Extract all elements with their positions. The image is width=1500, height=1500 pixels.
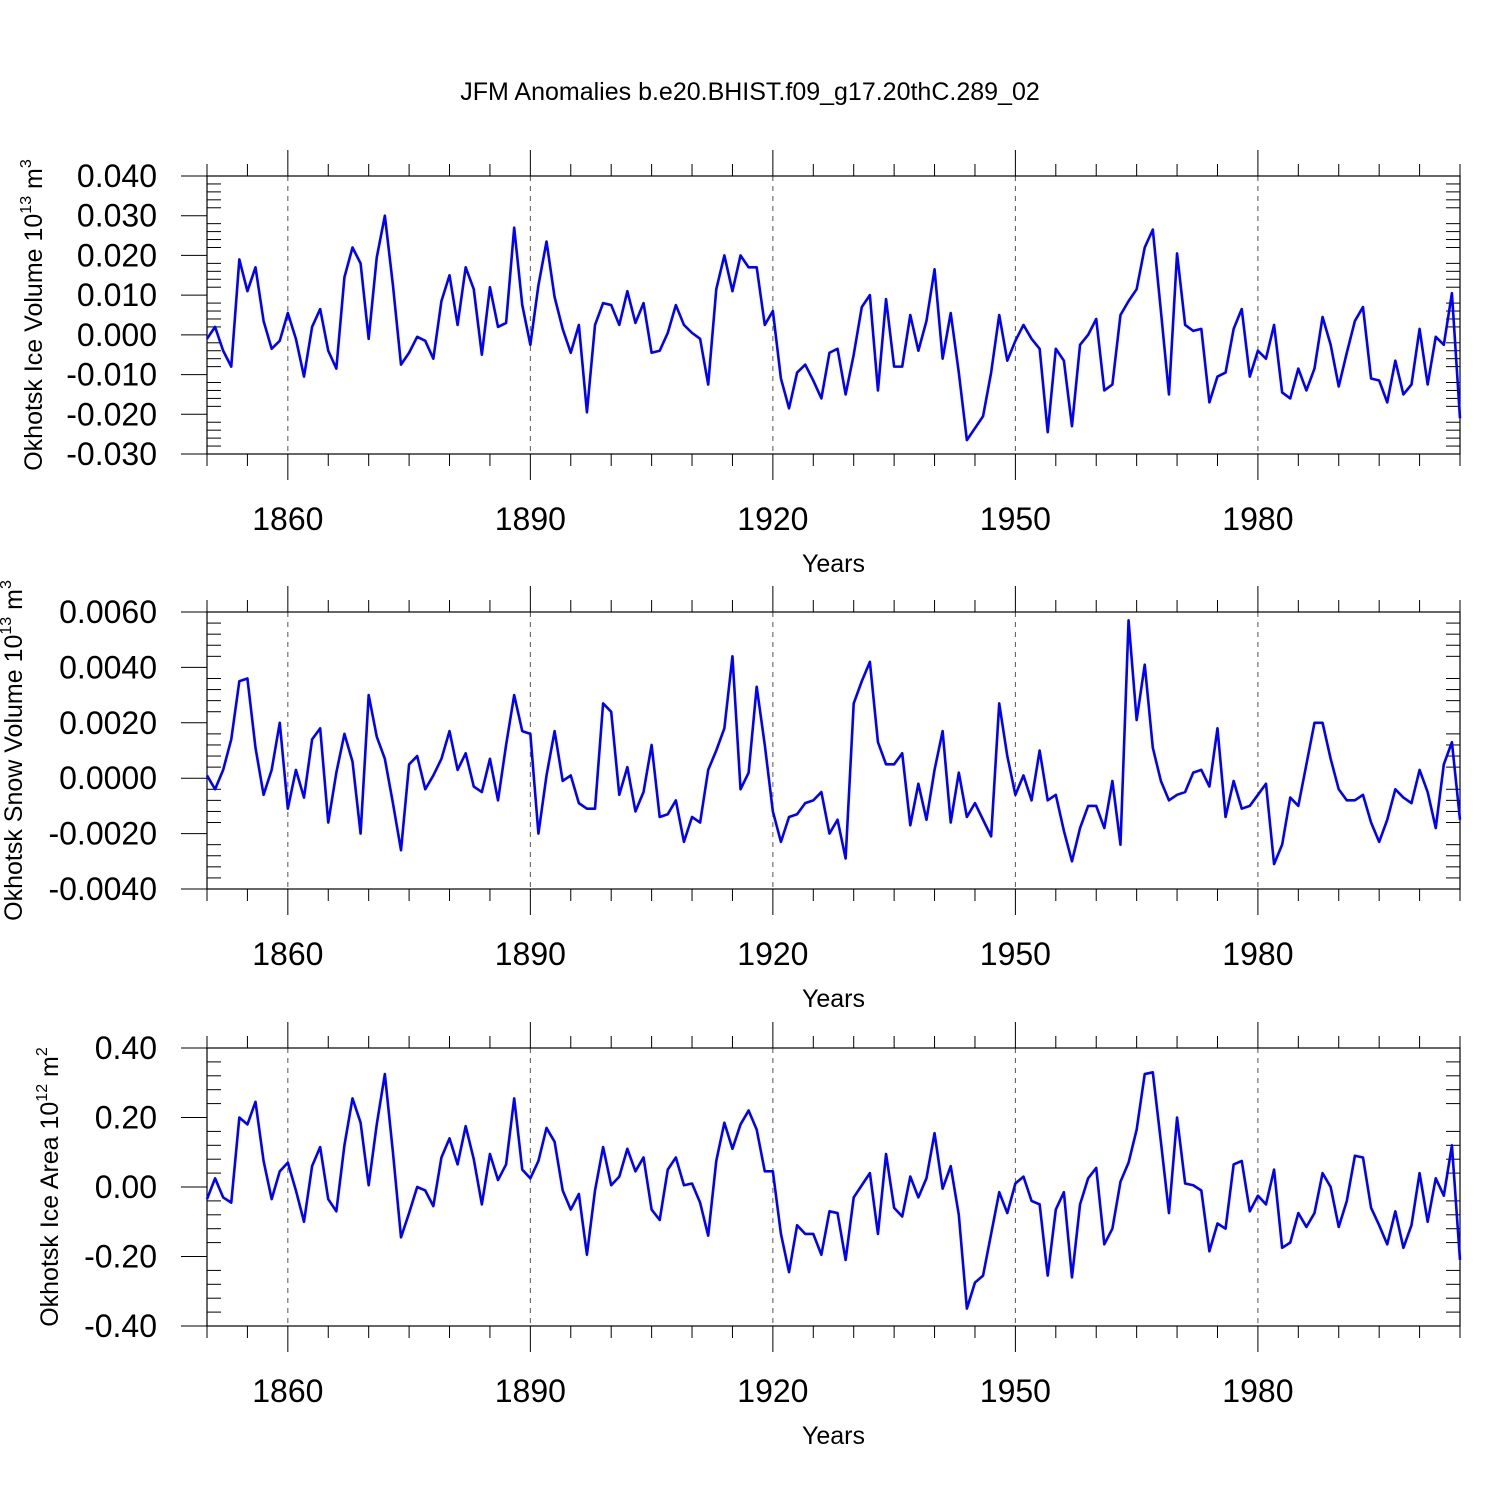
y-tick-label: 0.010: [77, 277, 157, 313]
y-tick-label: 0.020: [77, 237, 157, 273]
y-axis-title-unit: m: [20, 168, 48, 196]
y-axis-title-main: Okhotsk Snow Volume 10: [0, 635, 28, 921]
x-tick-label: 1950: [980, 936, 1051, 972]
x-tick-label: 1920: [737, 936, 808, 972]
x-tick-label: 1980: [1222, 936, 1293, 972]
y-tick-label: -0.010: [66, 357, 157, 393]
x-tick-label: 1890: [495, 1373, 566, 1409]
y-axis-title-unit-exponent: 3: [0, 580, 15, 589]
x-tick-label: 1890: [495, 501, 566, 537]
y-axis-title-unit: m: [36, 1056, 64, 1084]
panel-ice-area: 1860 1890 1920 1950 1980 Years -0.40 -0.20 0.00 0…: [34, 1022, 1462, 1450]
y-tick-label: 0.0060: [59, 594, 157, 630]
y-axis-title-unit-exponent: 3: [18, 159, 35, 168]
y-axis-title-unit-exponent: 2: [34, 1047, 51, 1056]
y-axis-title: Okhotsk Snow Volume 1013 m3: [0, 580, 28, 921]
y-axis-title-unit: m: [0, 589, 28, 617]
y-tick-label: -0.40: [84, 1308, 157, 1344]
x-tick-label: 1980: [1222, 1373, 1293, 1409]
x-tick-label: 1920: [737, 501, 808, 537]
y-tick-label: 0.20: [95, 1100, 157, 1136]
plot-frame: [206, 611, 1461, 890]
series-line-ice-volume: [205, 214, 1462, 442]
plot-frame: [206, 175, 1461, 455]
y-axis-title-exponent: 13: [18, 196, 35, 214]
y-tick-label: 0.00: [95, 1169, 157, 1205]
x-tick-label: 1950: [980, 1373, 1051, 1409]
y-tick-label: -0.0040: [48, 871, 157, 907]
y-tick-label: -0.030: [66, 436, 157, 472]
panel-snow-volume: 1860 1890 1920 1950 1980 Years -0.0040 -0.0020 0…: [0, 580, 1462, 1013]
y-tick-label: 0.0020: [59, 705, 157, 741]
figure-title: JFM Anomalies b.e20.BHIST.f09_g17.20thC.…: [460, 78, 1040, 106]
x-tick-label: 1920: [737, 1373, 808, 1409]
y-tick-label: 0.030: [77, 198, 157, 234]
panel-ice-volume: 1860 1890 1920 1950 1980 Years -0.030 -0.020-0.…: [18, 150, 1462, 578]
x-tick-label: 1950: [980, 501, 1051, 537]
y-tick-label: 0.40: [95, 1030, 157, 1066]
y-tick-label: 0.0000: [59, 760, 157, 796]
y-axis-title-exponent: 12: [34, 1084, 51, 1102]
panels: 1860 1890 1920 1950 1980Years-0.030-0.020-0.…: [0, 150, 1462, 1450]
x-tick-label: 1980: [1222, 501, 1293, 537]
y-axis-title-main: Okhotsk Ice Volume 10: [20, 214, 48, 471]
series-line-ice-area: [205, 1071, 1462, 1310]
y-axis-title-main: Okhotsk Ice Area 10: [36, 1102, 64, 1327]
y-axis-title: Okhotsk Ice Area 1012 m2: [34, 1047, 64, 1327]
y-tick-label: -0.020: [66, 396, 157, 432]
x-tick-label: 1860: [252, 501, 323, 537]
x-axis-title: Years: [802, 1422, 865, 1450]
y-tick-label: 0.040: [77, 158, 157, 194]
x-tick-label: 1860: [252, 1373, 323, 1409]
x-axis-title: Years: [802, 985, 865, 1013]
x-tick-label: 1890: [495, 936, 566, 972]
y-axis-title: Okhotsk Ice Volume 1013 m3: [18, 159, 48, 471]
y-axis-title-exponent: 13: [0, 617, 15, 635]
x-tick-label: 1860: [252, 936, 323, 972]
series-line-snow-volume: [205, 619, 1462, 866]
x-axis-title: Years: [802, 550, 865, 578]
y-tick-label: 0.0040: [59, 649, 157, 685]
y-tick-label: 0.000: [77, 317, 157, 353]
y-tick-label: -0.0020: [48, 816, 157, 852]
y-tick-label: -0.20: [84, 1239, 157, 1275]
